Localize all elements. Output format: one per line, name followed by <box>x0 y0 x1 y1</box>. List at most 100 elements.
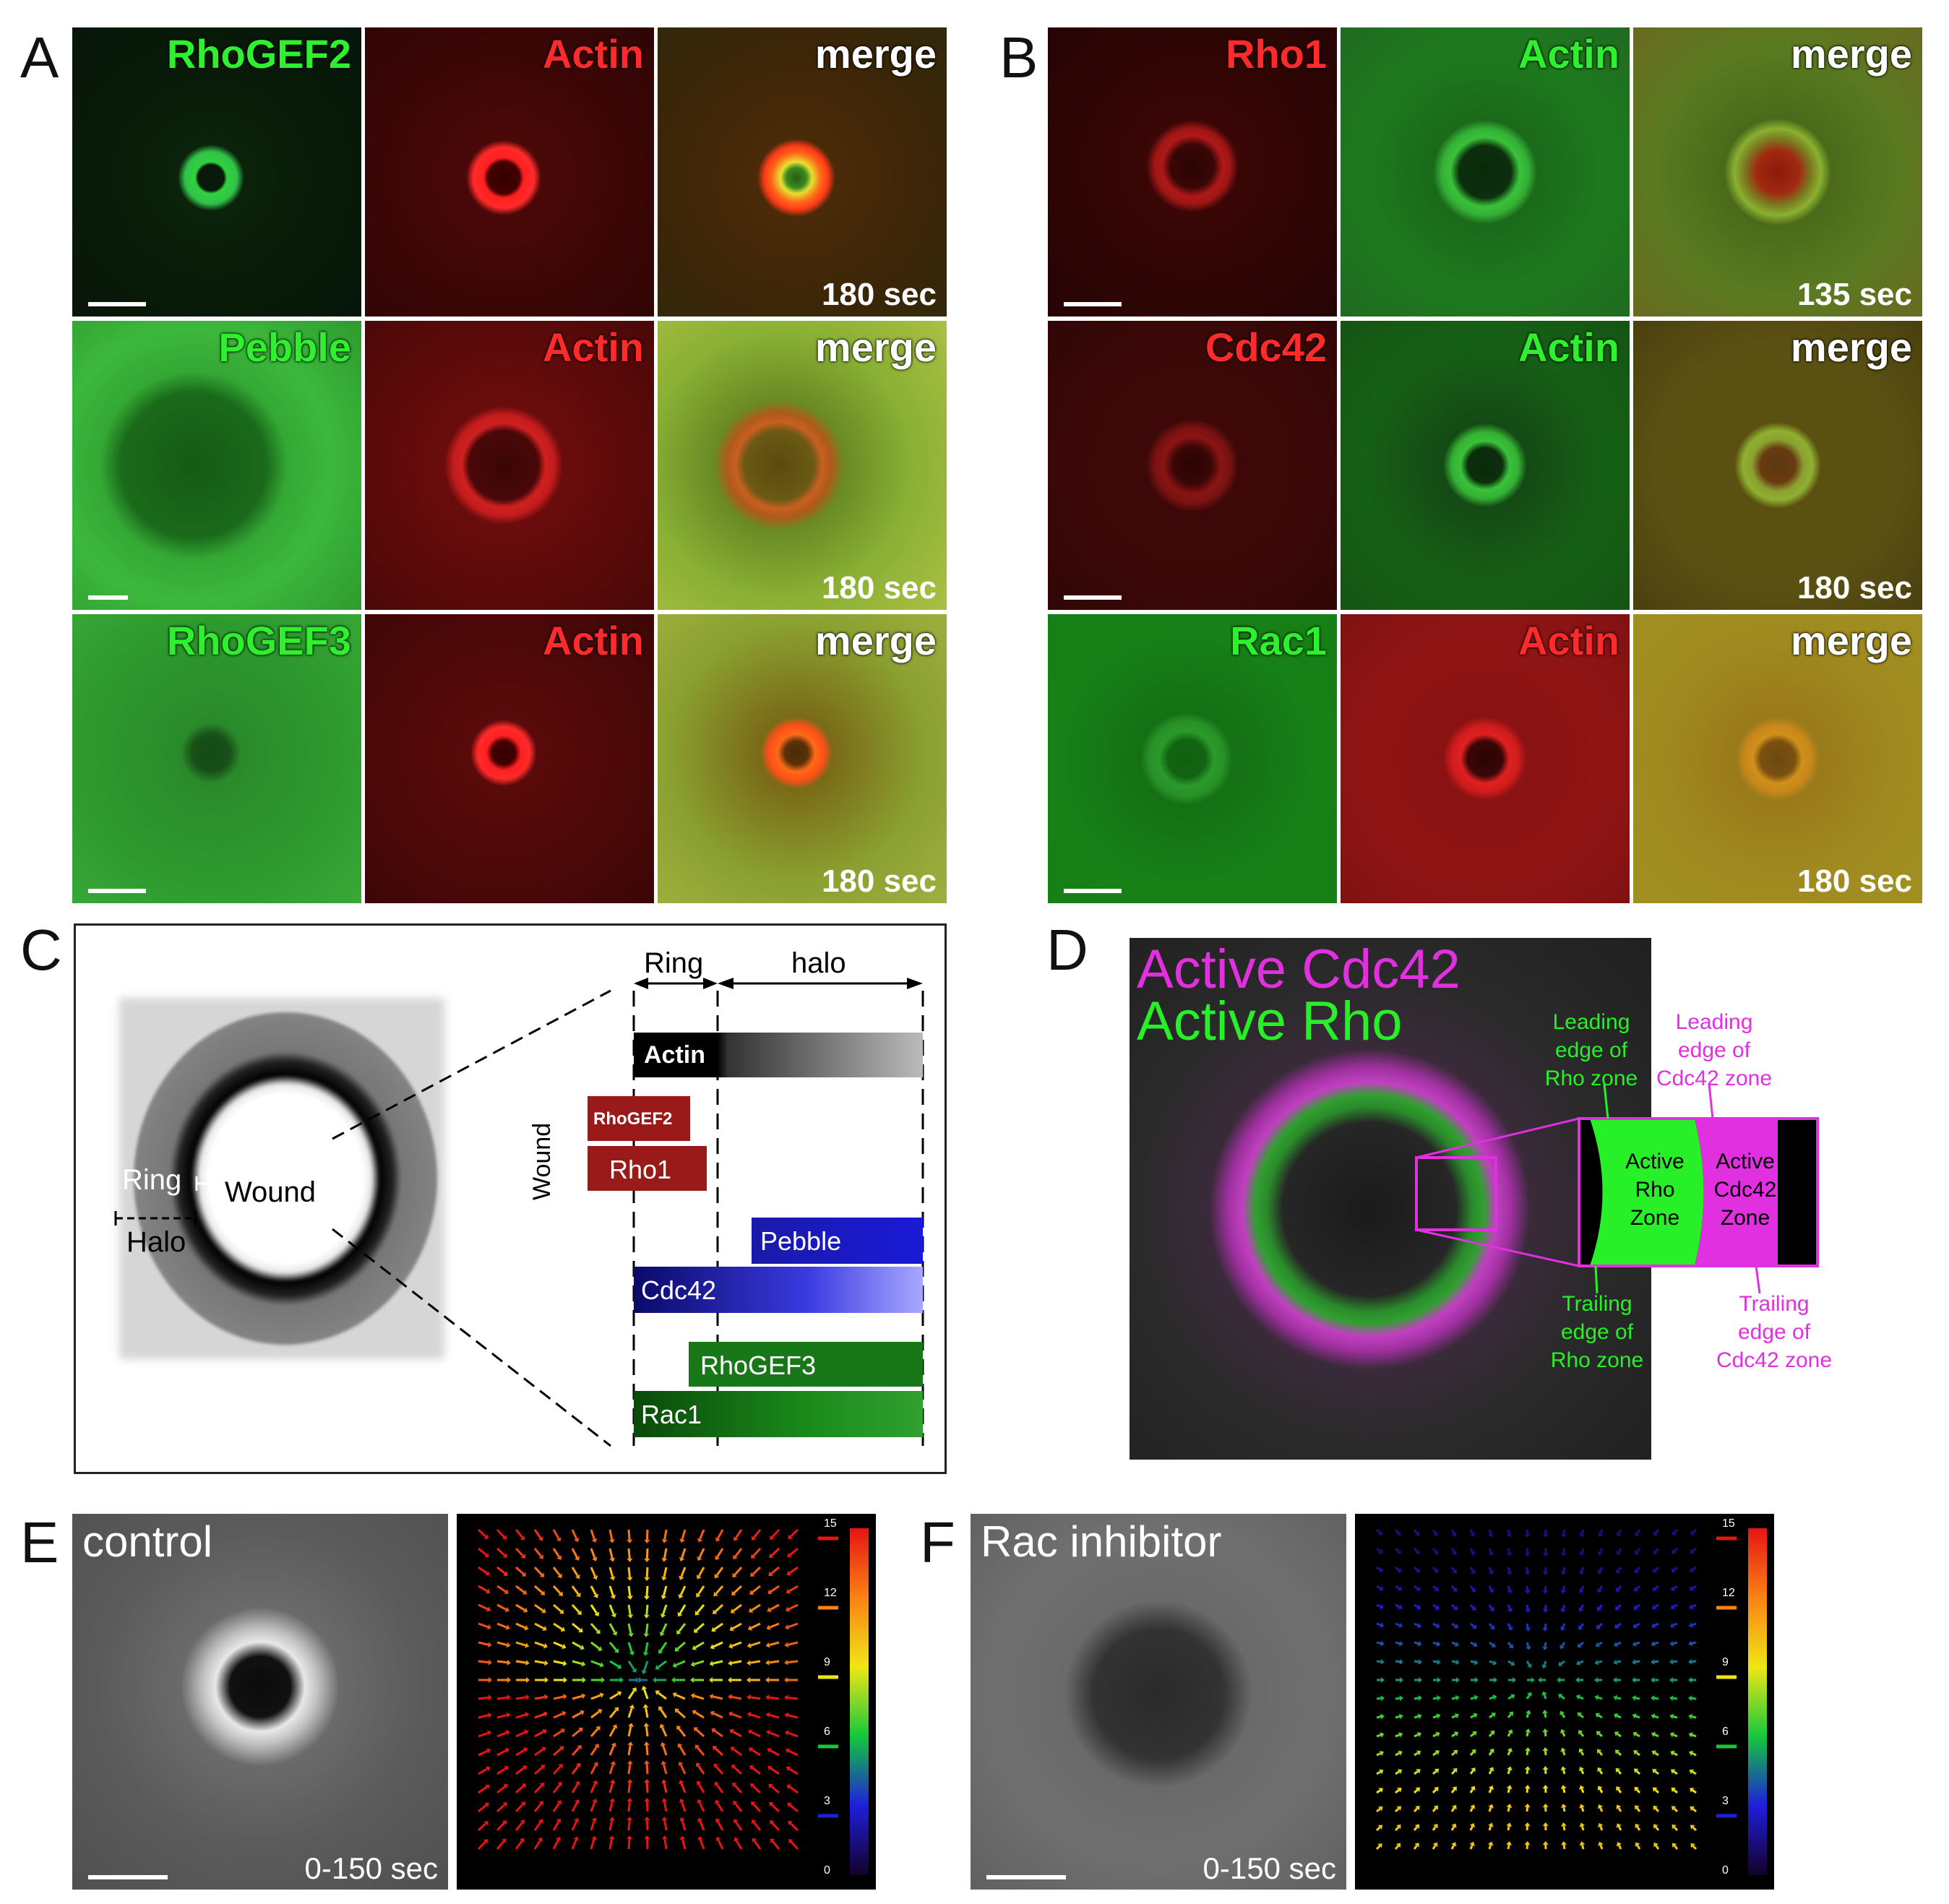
flow-arrow-head <box>715 1555 720 1561</box>
flow-arrow-head <box>542 1728 547 1734</box>
flow-arrow <box>572 1641 582 1649</box>
flow-arrow <box>534 1713 545 1719</box>
flow-arrow <box>1578 1660 1584 1664</box>
flow-arrow <box>478 1731 489 1738</box>
flow-arrow <box>751 1749 761 1757</box>
flow-arrow-head <box>488 1694 492 1701</box>
flow-arrow <box>699 1529 705 1540</box>
flow-arrow <box>1432 1529 1437 1534</box>
flow-arrow <box>496 1641 507 1646</box>
flow-arrow-head <box>1454 1641 1460 1647</box>
flow-arrow <box>1617 1751 1622 1757</box>
flow-arrow <box>1598 1732 1604 1738</box>
flow-arrow-head <box>544 1660 548 1666</box>
flow-arrow-head <box>1613 1694 1618 1701</box>
flow-arrow <box>1507 1604 1511 1610</box>
flow-arrow-head <box>601 1677 605 1683</box>
flow-arrow <box>590 1710 601 1719</box>
flow-arrow <box>1450 1567 1455 1572</box>
flow-arrow-head <box>503 1784 508 1789</box>
flow-arrow-head <box>692 1710 697 1715</box>
flow-arrow-head <box>559 1746 564 1751</box>
flow-arrow-head <box>1470 1551 1476 1556</box>
flow-arrow-head <box>1510 1694 1515 1700</box>
flow-arrow <box>1635 1715 1640 1719</box>
flow-arrow <box>590 1660 601 1666</box>
tile-a-pebble: Pebble <box>72 321 361 610</box>
flow-arrow-head <box>1470 1569 1476 1575</box>
flow-arrow-head <box>627 1539 633 1543</box>
flow-arrow <box>789 1822 799 1832</box>
flow-arrow-head <box>1488 1533 1494 1538</box>
flow-arrow <box>1376 1660 1382 1663</box>
flow-arrow <box>713 1641 723 1648</box>
flow-arrow-head <box>1559 1728 1566 1734</box>
flow-arrow-head <box>1380 1695 1385 1702</box>
flow-arrow-head <box>1417 1713 1422 1720</box>
flow-arrow-head <box>1671 1567 1676 1572</box>
flow-arrow <box>553 1730 563 1738</box>
flow-arrow-head <box>1526 1663 1532 1668</box>
flow-arrow-head <box>581 1660 586 1667</box>
flow-arrow <box>1543 1660 1547 1666</box>
flow-arrow-head <box>1559 1710 1565 1716</box>
flow-arrow <box>788 1731 799 1738</box>
flow-arrow-head <box>785 1730 790 1736</box>
flow-arrow <box>1616 1660 1622 1663</box>
flow-arrow <box>1691 1752 1697 1757</box>
flow-arrow <box>515 1785 525 1794</box>
flow-arrow-head <box>644 1835 650 1840</box>
flow-arrow-head <box>504 1747 509 1754</box>
flow-arrow-head <box>697 1817 703 1822</box>
flow-arrow-head <box>1507 1747 1513 1752</box>
flow-arrow-head <box>502 1553 508 1558</box>
flow-arrow <box>1654 1770 1659 1775</box>
panel-f-flow-field: 15 12 9 6 3 0 <box>1355 1514 1774 1890</box>
flow-arrow <box>534 1748 544 1757</box>
tile-a-actin-1: Actin <box>365 27 654 316</box>
flow-arrow <box>496 1749 507 1757</box>
flow-arrow-head <box>1653 1787 1658 1792</box>
flow-arrow-head <box>660 1741 666 1747</box>
flow-arrow-head <box>627 1614 634 1619</box>
flow-arrow-head <box>1415 1568 1421 1573</box>
flow-arrow <box>1376 1566 1381 1571</box>
flow-arrow <box>679 1746 687 1756</box>
flow-arrow <box>590 1746 598 1756</box>
flow-arrow <box>1395 1733 1401 1738</box>
flow-arrow-head <box>520 1801 526 1806</box>
bar-rhogef2-label: RhoGEF2 <box>593 1109 673 1129</box>
flow-arrow-head <box>1542 1608 1549 1613</box>
flow-arrow-head <box>1541 1664 1547 1669</box>
flow-arrow-head <box>1513 1677 1516 1683</box>
flow-arrow <box>1376 1547 1381 1552</box>
flow-arrow <box>699 1820 705 1831</box>
flow-arrow-head <box>644 1577 650 1581</box>
flow-arrow-head <box>1507 1589 1513 1594</box>
flow-arrow <box>1375 1826 1381 1832</box>
flow-arrow <box>771 1528 780 1538</box>
timestamp: 180 sec <box>821 276 937 312</box>
flow-arrow <box>1526 1660 1531 1666</box>
flow-arrow <box>1672 1660 1678 1663</box>
flow-arrow-head <box>765 1659 770 1666</box>
flow-arrow-head <box>556 1537 562 1542</box>
timestamp: 0-150 sec <box>1202 1851 1336 1885</box>
flow-arrow <box>695 1622 705 1632</box>
flow-arrow <box>771 1822 780 1832</box>
flow-arrow-head <box>1561 1533 1567 1538</box>
flow-arrow-head <box>1381 1677 1385 1683</box>
flow-arrow <box>1692 1770 1697 1775</box>
flow-arrow <box>1654 1547 1660 1553</box>
flow-arrow <box>731 1695 742 1700</box>
flow-arrow-head <box>787 1802 792 1808</box>
flow-arrow <box>1599 1788 1604 1793</box>
flow-arrow <box>515 1696 527 1700</box>
tile-a-merge-1: merge 180 sec <box>658 27 947 316</box>
flow-arrow <box>1526 1567 1529 1572</box>
label-actin: Actin <box>543 324 644 370</box>
label-rho1: Rho1 <box>1226 31 1327 77</box>
flow-arrow <box>496 1585 507 1593</box>
flow-arrow-head <box>1652 1769 1657 1774</box>
flow-arrow <box>608 1567 614 1577</box>
